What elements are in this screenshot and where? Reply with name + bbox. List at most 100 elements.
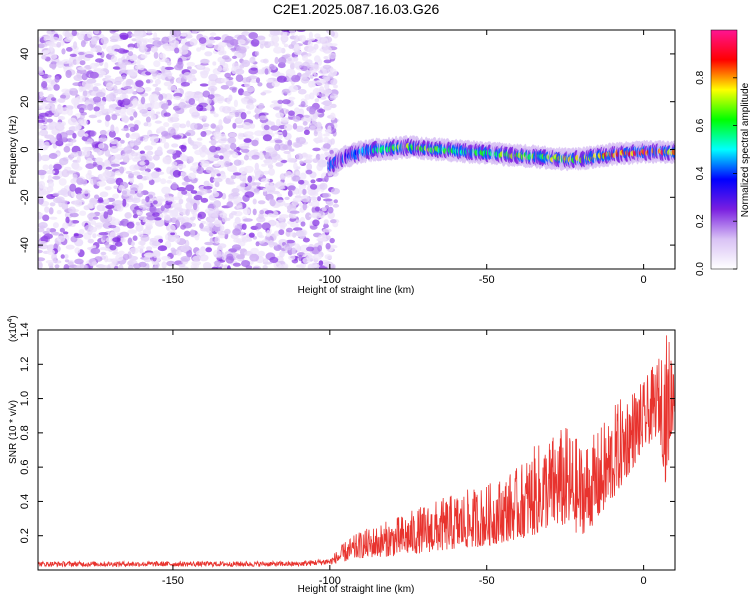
spectrogram-noise-cell: [324, 175, 329, 183]
spectrogram-noise-cell: [73, 166, 83, 171]
spectrogram-noise-cell: [252, 266, 260, 269]
spectrogram-noise-cell: [186, 156, 194, 164]
spectrogram-noise-cell: [119, 93, 129, 100]
spectrogram-noise-cell: [328, 52, 337, 60]
spectrogram-noise-cell: [314, 137, 320, 144]
spectrogram-noise-cell: [319, 86, 325, 92]
spectrogram-noise-cell: [121, 190, 128, 195]
spectrogram-noise-cell: [140, 43, 145, 51]
spectrogram-noise-cell: [108, 154, 113, 162]
spectrogram-noise-cell: [126, 189, 136, 197]
spectrogram-noise-cell: [170, 232, 176, 236]
spectrogram-noise-cell: [77, 129, 86, 138]
spectrogram-noise-cell: [41, 73, 49, 79]
spectrogram-noise-cell: [269, 183, 279, 188]
spectrogram-noise-cell: [288, 110, 295, 116]
spectrogram-noise-cell: [209, 110, 216, 115]
spectrogram-noise-cell: [48, 207, 54, 215]
spectrogram-noise-cell: [211, 81, 217, 86]
spectrogram-noise-cell: [147, 69, 157, 73]
spectrogram-noise-cell: [317, 196, 321, 202]
spectrogram-noise-cell: [151, 114, 156, 121]
spectrogram-noise-cell: [252, 208, 257, 216]
spectrogram-noise-cell: [190, 208, 195, 215]
spectrogram-noise-cell: [257, 250, 265, 257]
spectrogram-noise-cell: [205, 216, 216, 223]
spectrogram-noise-cell: [103, 211, 109, 219]
y-tick-label: 20: [19, 96, 31, 108]
spectrogram-noise-cell: [236, 117, 243, 123]
x-tick-label: -50: [479, 274, 495, 286]
spectrogram-noise-cell: [81, 146, 90, 151]
spectrogram-noise-cell: [74, 187, 83, 195]
spectrogram-noise-cell: [88, 258, 97, 267]
spectrogram-noise-cell: [216, 124, 224, 131]
spectrogram-noise-cell: [259, 152, 265, 160]
spectrogram-noise-cell: [287, 185, 296, 192]
spectrogram-noise-cell: [174, 64, 183, 71]
spectrogram-noise-cell: [132, 235, 138, 241]
spectrogram-noise-cell: [69, 183, 77, 192]
spectrogram-noise-cell: [329, 237, 335, 244]
spectrogram-noise-cell: [124, 212, 132, 219]
spectrogram-noise-cell: [90, 220, 97, 225]
spectrogram-noise-cell: [325, 242, 331, 250]
spectrogram-noise-cell: [159, 53, 166, 59]
spectrogram-noise-cell: [123, 86, 133, 90]
spectrogram-noise-cell: [121, 128, 130, 132]
spectrogram-noise-cell: [83, 133, 89, 137]
spectrogram-noise-cell: [236, 254, 245, 260]
spectrogram-noise-cell: [312, 147, 321, 152]
spectrogram-noise-cell: [232, 152, 239, 159]
spectrogram-noise-cell: [213, 131, 222, 137]
spectrogram-noise-cell: [82, 90, 88, 97]
spectrogram-noise-cell: [204, 51, 213, 57]
spectrogram-noise-cell: [242, 218, 253, 222]
spectrogram-noise-cell: [69, 212, 79, 218]
spectrogram-noise-cell: [172, 30, 181, 38]
spectrogram-noise-cell: [155, 168, 162, 173]
spectrogram-noise-cell: [112, 251, 119, 255]
spectrogram-noise-cell: [127, 51, 134, 57]
spectrogram-noise-cell: [186, 120, 191, 128]
spectrogram-noise-cell: [115, 106, 122, 110]
spectrogram-noise-cell: [212, 177, 223, 183]
spectrogram-noise-cell: [210, 123, 216, 129]
spectrogram-noise-cell: [214, 236, 221, 244]
spectrogram-noise-cell: [311, 69, 317, 75]
spectrogram-noise-cell: [53, 84, 60, 91]
spectrogram-noise-cell: [302, 121, 308, 126]
spectrogram-noise-cell: [133, 263, 142, 269]
spectrogram-noise-cell: [209, 176, 215, 183]
spectrogram-noise-cell: [66, 108, 73, 116]
spectrogram-noise-cell: [61, 202, 69, 210]
spectrogram-noise-cell: [299, 160, 304, 165]
spectrogram-noise-cell: [317, 245, 323, 252]
spectrogram-noise-cell: [321, 101, 329, 105]
spectrogram-noise-cell: [178, 102, 187, 109]
spectrogram-noise-cell: [101, 216, 110, 224]
spectrogram-noise-cell: [298, 179, 305, 185]
spectrogram-noise-cell: [104, 159, 110, 166]
spectrogram-noise-cell: [292, 227, 303, 231]
spectrogram-noise-cell: [213, 154, 220, 159]
spectrogram-noise-cell: [180, 244, 190, 252]
spectrogram-noise-cell: [90, 226, 98, 233]
snr-multiplier-base: (x10: [8, 322, 19, 342]
spectrogram-noise-cell: [74, 247, 81, 254]
spectrogram-noise-cell: [45, 96, 54, 102]
spectrogram-noise-cell: [53, 163, 62, 171]
y-tick-label: 0.8: [19, 425, 31, 440]
spectrogram-noise-cell: [198, 37, 207, 44]
spectrogram-noise-cell: [144, 145, 153, 151]
spectrogram-noise-cell: [126, 107, 135, 116]
spectrogram-noise-cell: [312, 219, 320, 227]
spectrogram-noise-cell: [273, 46, 283, 54]
spectrogram-noise-cell: [187, 66, 192, 70]
spectrogram-noise-cell: [128, 123, 135, 128]
spectrogram-noise-cell: [161, 36, 170, 45]
spectrogram-noise-cell: [153, 32, 158, 39]
spectrogram-noise-cell: [217, 65, 222, 72]
spectrogram-noise-cell: [75, 150, 85, 157]
spectrogram-noise-cell: [80, 119, 88, 126]
